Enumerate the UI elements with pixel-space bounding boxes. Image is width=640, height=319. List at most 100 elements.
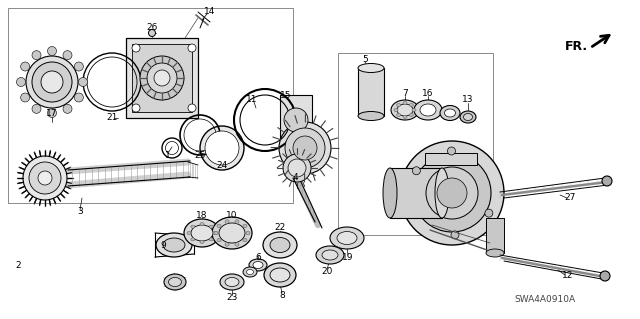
Ellipse shape xyxy=(403,115,407,118)
Ellipse shape xyxy=(253,262,263,269)
Ellipse shape xyxy=(243,267,257,277)
Ellipse shape xyxy=(235,243,239,246)
Circle shape xyxy=(47,47,56,56)
Text: 16: 16 xyxy=(422,88,434,98)
Ellipse shape xyxy=(23,156,67,200)
Circle shape xyxy=(485,209,493,217)
Circle shape xyxy=(32,104,41,113)
Text: 7: 7 xyxy=(402,88,408,98)
Ellipse shape xyxy=(200,222,204,226)
Ellipse shape xyxy=(394,108,398,112)
Text: 23: 23 xyxy=(227,293,237,302)
Circle shape xyxy=(188,44,196,52)
Ellipse shape xyxy=(147,63,177,93)
Ellipse shape xyxy=(41,71,63,93)
Text: 2: 2 xyxy=(15,261,21,270)
Ellipse shape xyxy=(358,112,384,121)
Text: 10: 10 xyxy=(227,211,237,219)
Ellipse shape xyxy=(322,250,338,260)
Ellipse shape xyxy=(383,168,397,218)
Bar xyxy=(8,8,293,203)
Text: 18: 18 xyxy=(196,211,208,219)
Ellipse shape xyxy=(225,220,229,223)
Ellipse shape xyxy=(249,259,267,271)
Text: 6: 6 xyxy=(255,253,261,262)
Text: 12: 12 xyxy=(563,271,573,279)
Ellipse shape xyxy=(391,100,419,120)
Bar xyxy=(425,153,477,165)
Ellipse shape xyxy=(191,225,195,228)
Text: 27: 27 xyxy=(564,194,576,203)
Ellipse shape xyxy=(263,232,297,258)
Ellipse shape xyxy=(205,131,239,165)
Text: 13: 13 xyxy=(462,95,474,105)
Text: 11: 11 xyxy=(246,95,258,105)
Text: 17: 17 xyxy=(46,109,58,118)
Ellipse shape xyxy=(397,104,413,116)
Ellipse shape xyxy=(184,219,220,247)
Ellipse shape xyxy=(316,246,344,264)
Ellipse shape xyxy=(358,63,384,72)
Circle shape xyxy=(412,167,420,175)
Text: 15: 15 xyxy=(280,92,292,100)
Circle shape xyxy=(74,93,83,102)
Ellipse shape xyxy=(154,70,170,86)
Ellipse shape xyxy=(410,104,413,107)
Ellipse shape xyxy=(29,162,61,194)
Circle shape xyxy=(188,104,196,112)
Ellipse shape xyxy=(285,128,325,168)
Ellipse shape xyxy=(460,111,476,123)
Ellipse shape xyxy=(283,154,311,182)
Circle shape xyxy=(132,44,140,52)
Ellipse shape xyxy=(397,104,401,107)
Text: FR.: FR. xyxy=(564,41,588,54)
Ellipse shape xyxy=(397,114,401,116)
Ellipse shape xyxy=(163,238,185,252)
Ellipse shape xyxy=(435,168,449,218)
Circle shape xyxy=(79,78,88,86)
Text: 5: 5 xyxy=(362,56,368,64)
Ellipse shape xyxy=(212,217,252,249)
Ellipse shape xyxy=(32,62,72,102)
Ellipse shape xyxy=(279,122,331,174)
Text: 3: 3 xyxy=(77,207,83,217)
Ellipse shape xyxy=(200,241,204,243)
Ellipse shape xyxy=(168,278,182,286)
Circle shape xyxy=(32,51,41,60)
Circle shape xyxy=(20,62,29,71)
Ellipse shape xyxy=(225,278,239,286)
Circle shape xyxy=(602,176,612,186)
Text: 9: 9 xyxy=(160,241,166,249)
Ellipse shape xyxy=(219,223,245,243)
Ellipse shape xyxy=(217,238,221,242)
Ellipse shape xyxy=(213,232,217,234)
Bar xyxy=(280,95,312,145)
Ellipse shape xyxy=(293,136,317,160)
Ellipse shape xyxy=(246,231,250,235)
Ellipse shape xyxy=(243,224,247,228)
Text: 4: 4 xyxy=(292,174,298,182)
Text: 25: 25 xyxy=(195,151,205,160)
Ellipse shape xyxy=(164,274,186,290)
Ellipse shape xyxy=(330,227,364,249)
Text: 24: 24 xyxy=(216,160,228,169)
Circle shape xyxy=(17,78,26,86)
Text: 8: 8 xyxy=(279,291,285,300)
Circle shape xyxy=(451,231,459,239)
Ellipse shape xyxy=(140,56,184,100)
Ellipse shape xyxy=(156,233,192,257)
Circle shape xyxy=(20,93,29,102)
Ellipse shape xyxy=(486,249,504,257)
Ellipse shape xyxy=(410,114,413,116)
Text: 26: 26 xyxy=(147,24,157,33)
Ellipse shape xyxy=(187,232,191,234)
Ellipse shape xyxy=(217,224,221,228)
Ellipse shape xyxy=(412,108,416,112)
Ellipse shape xyxy=(445,109,456,117)
Text: 22: 22 xyxy=(275,224,285,233)
Ellipse shape xyxy=(337,232,357,244)
Ellipse shape xyxy=(414,100,442,120)
Circle shape xyxy=(148,29,156,36)
Ellipse shape xyxy=(209,225,213,228)
Ellipse shape xyxy=(270,268,290,282)
